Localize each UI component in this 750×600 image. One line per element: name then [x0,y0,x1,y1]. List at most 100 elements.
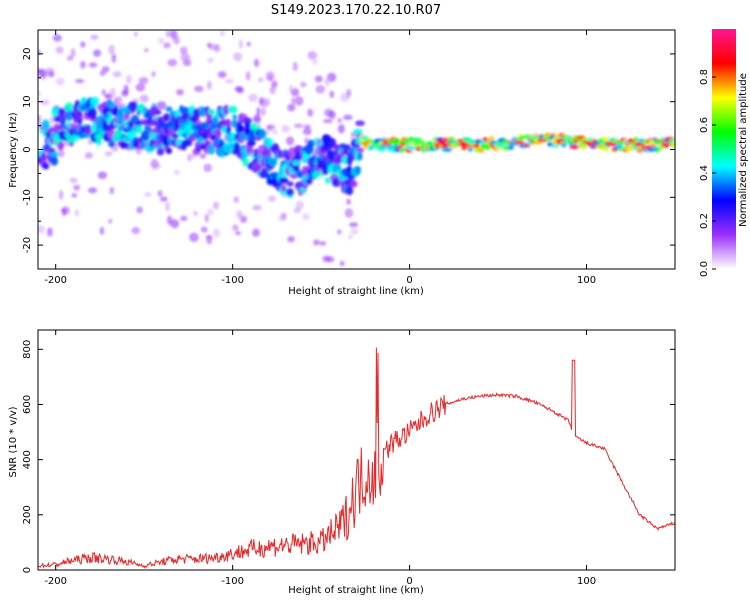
heatmap-cell [41,119,51,130]
heatmap-cell [300,81,307,88]
heatmap-cell [569,144,580,150]
snr-x-tick-label: 0 [406,576,412,587]
heatmap-cell [125,74,132,84]
heatmap-cell [119,142,130,149]
heatmap-cell [303,124,312,130]
heatmap-cell [294,96,304,106]
heatmap-cell [291,88,300,97]
heatmap-cell [165,106,173,112]
heatmap-cell [253,58,260,68]
heatmap-peak [554,139,565,143]
heatmap-cell [348,234,353,240]
heatmap-cell [483,145,492,150]
heatmap-cell [233,196,239,203]
heatmap-cell [293,165,300,173]
heatmap-cell [259,96,264,105]
heatmap-cell [59,117,66,127]
heatmap-cell [66,55,74,61]
heatmap-cell [267,195,277,202]
heatmap-cell [170,219,180,229]
heatmap-cell [193,211,198,216]
heatmap-cell [157,190,163,197]
heatmap-cell [293,123,304,129]
heatmap-cell [112,71,122,78]
heatmap-y-tick-label: -10 [22,189,33,205]
heatmap-cell [65,110,74,121]
heatmap-cell [93,49,102,57]
heatmap-cell [237,213,243,220]
heatmap-x-tick-label: 100 [577,275,596,286]
heatmap-x-tick-label: 0 [406,275,412,286]
heatmap-cell [243,117,252,125]
heatmap-cell [224,79,235,84]
colorbar: 0.0 0.2 0.4 0.6 0.8 Normalized spectral ampl… [699,29,749,277]
heatmap-cell [179,46,188,55]
heatmap-cell [442,147,453,152]
heatmap-cell [64,140,69,147]
heatmap-y-tick-label: 20 [22,48,33,61]
heatmap-cell [339,260,345,267]
heatmap-cell [206,42,212,48]
heatmap-cell [322,119,333,124]
heatmap-y-tick-label: -20 [22,237,33,253]
heatmap-cell [346,88,352,98]
heatmap-cell [151,71,156,77]
heatmap-cell [70,134,81,142]
heatmap-cell [355,147,365,153]
heatmap-cell [376,147,387,152]
heatmap-cell [258,129,267,139]
heatmap-cell [235,231,241,236]
heatmap-cell [94,133,104,141]
heatmap-cell [312,59,318,65]
heatmap-cell [319,241,327,246]
heatmap-cell [71,193,78,198]
heatmap-cell [108,218,113,224]
heatmap-peak [537,139,548,143]
heatmap-cell [252,228,260,237]
heatmap-cell [399,148,406,153]
heatmap-cell [234,86,243,93]
heatmap-x-ticks: -200 -100 0 100 [44,30,596,286]
heatmap-cell [302,128,312,136]
heatmap-cell [52,34,62,42]
heatmap-cell [207,80,212,90]
heatmap-cell [357,151,363,161]
heatmap-cell [204,213,209,223]
heatmap-cell [163,42,171,49]
heatmap-cell [173,169,181,176]
heatmap-cell [138,103,144,114]
heatmap-cell [212,228,221,238]
heatmap-cell [74,209,80,217]
heatmap-cell [244,122,251,129]
heatmap-cell [467,147,474,152]
heatmap-cell [266,124,276,130]
heatmap-cell [84,152,93,159]
heatmap-cell [203,163,212,173]
snr-y-tick-label: 200 [22,505,33,524]
heatmap-cell [38,225,45,234]
heatmap-peak [439,143,450,147]
snr-x-tick-label: -100 [221,576,244,587]
colorbar-tick-label: 0.4 [699,165,710,181]
heatmap-cell [314,75,323,83]
heatmap-cell [336,229,342,235]
heatmap-cell [232,114,238,120]
heatmap-cell [248,93,258,102]
heatmap-cell [144,48,149,53]
heatmap-cell [77,117,83,126]
heatmap-cell [133,31,138,37]
heatmap-cell [286,188,294,197]
heatmap-cell [200,226,208,233]
heatmap-cell [55,77,65,86]
heatmap-cell [293,207,301,214]
heatmap-peak [457,143,468,147]
heatmap-cell [551,143,560,148]
heatmap-cell [49,151,60,158]
heatmap-x-tick-label: -200 [44,275,67,286]
heatmap-cell [265,71,275,82]
heatmap-cell [156,147,165,156]
heatmap-cell [50,156,59,166]
heatmap-cell [271,80,278,88]
snr-y-tick-label: 400 [22,450,33,469]
